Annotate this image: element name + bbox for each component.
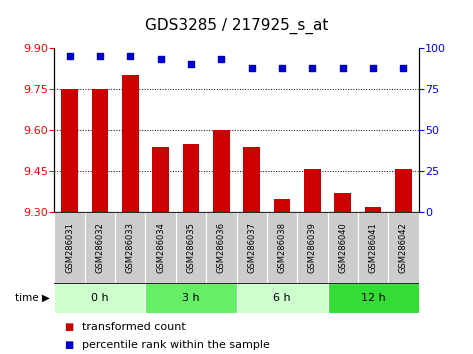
Bar <box>274 199 290 212</box>
Text: GSM286042: GSM286042 <box>399 222 408 273</box>
Point <box>308 65 316 70</box>
Point <box>218 57 225 62</box>
Bar <box>236 212 267 283</box>
Text: GSM286032: GSM286032 <box>96 222 105 273</box>
Point <box>157 57 165 62</box>
Text: GDS3285 / 217925_s_at: GDS3285 / 217925_s_at <box>145 17 328 34</box>
Text: 3 h: 3 h <box>182 293 200 303</box>
Text: time ▶: time ▶ <box>15 293 50 303</box>
Bar <box>388 212 419 283</box>
Bar <box>145 283 236 313</box>
Bar <box>297 212 327 283</box>
Bar <box>327 283 419 313</box>
Bar <box>365 207 381 212</box>
Text: GSM286039: GSM286039 <box>308 222 317 273</box>
Text: GSM286035: GSM286035 <box>186 222 195 273</box>
Text: 12 h: 12 h <box>361 293 385 303</box>
Point <box>66 53 73 59</box>
Point <box>400 65 407 70</box>
Text: ■: ■ <box>64 322 73 332</box>
Bar <box>327 212 358 283</box>
Bar <box>54 283 146 313</box>
Point <box>278 65 286 70</box>
Bar <box>267 212 297 283</box>
Bar <box>243 147 260 212</box>
Point <box>187 61 195 67</box>
Text: GSM286041: GSM286041 <box>368 222 377 273</box>
Text: GSM286040: GSM286040 <box>338 222 347 273</box>
Point <box>339 65 347 70</box>
Text: GSM286033: GSM286033 <box>126 222 135 273</box>
Text: GSM286037: GSM286037 <box>247 222 256 273</box>
Bar <box>115 212 146 283</box>
Bar <box>358 212 388 283</box>
Bar <box>183 144 199 212</box>
Text: GSM286034: GSM286034 <box>156 222 165 273</box>
Bar <box>92 89 108 212</box>
Bar <box>176 212 206 283</box>
Text: GSM286036: GSM286036 <box>217 222 226 273</box>
Bar <box>213 130 230 212</box>
Bar <box>85 212 115 283</box>
Bar <box>304 169 321 212</box>
Text: ■: ■ <box>64 340 73 350</box>
Bar <box>54 212 85 283</box>
Point <box>126 53 134 59</box>
Bar <box>145 212 176 283</box>
Bar <box>395 169 412 212</box>
Point <box>96 53 104 59</box>
Point <box>369 65 377 70</box>
Bar <box>122 75 139 212</box>
Bar <box>334 193 351 212</box>
Text: 0 h: 0 h <box>91 293 109 303</box>
Text: percentile rank within the sample: percentile rank within the sample <box>82 340 270 350</box>
Bar <box>152 147 169 212</box>
Bar <box>61 89 78 212</box>
Bar <box>236 283 327 313</box>
Text: 6 h: 6 h <box>273 293 291 303</box>
Point <box>248 65 255 70</box>
Text: transformed count: transformed count <box>82 322 185 332</box>
Text: GSM286031: GSM286031 <box>65 222 74 273</box>
Bar <box>206 212 236 283</box>
Text: GSM286038: GSM286038 <box>278 222 287 273</box>
